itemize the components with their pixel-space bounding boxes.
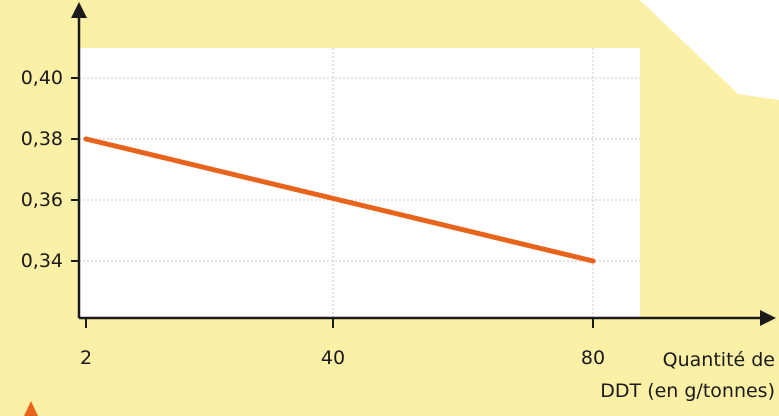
series-line-0 <box>83 136 596 264</box>
y-tick-label-1: 0,36 <box>21 189 63 211</box>
series-point-0-1 <box>590 258 596 264</box>
x-tick-labels: 2 40 80 <box>80 347 605 369</box>
x-tick-label-2: 80 <box>581 347 605 369</box>
x-tick-label-0: 2 <box>80 347 92 369</box>
x-axis-label-line-1: Quantité de <box>663 349 775 371</box>
x-axis-arrow-icon <box>760 310 776 326</box>
y-tick-label-3: 0,40 <box>21 67 63 89</box>
y-tick-labels: 0,34 0,36 0,38 0,40 <box>21 67 63 272</box>
series-layer <box>83 136 596 264</box>
x-tick-label-1: 40 <box>321 347 345 369</box>
series-point-0-0 <box>83 136 89 142</box>
marker-triangle-icon <box>24 401 38 416</box>
y-axis-arrow-icon <box>71 2 87 18</box>
x-axis-label-line-2: DDT (en g/tonnes) <box>600 380 775 402</box>
y-tick-label-2: 0,38 <box>21 128 63 150</box>
y-tick-label-0: 0,34 <box>21 250 63 272</box>
grid-lines <box>79 48 640 318</box>
axes <box>71 2 776 328</box>
paper-corner <box>640 0 779 100</box>
plot-area <box>79 48 640 318</box>
